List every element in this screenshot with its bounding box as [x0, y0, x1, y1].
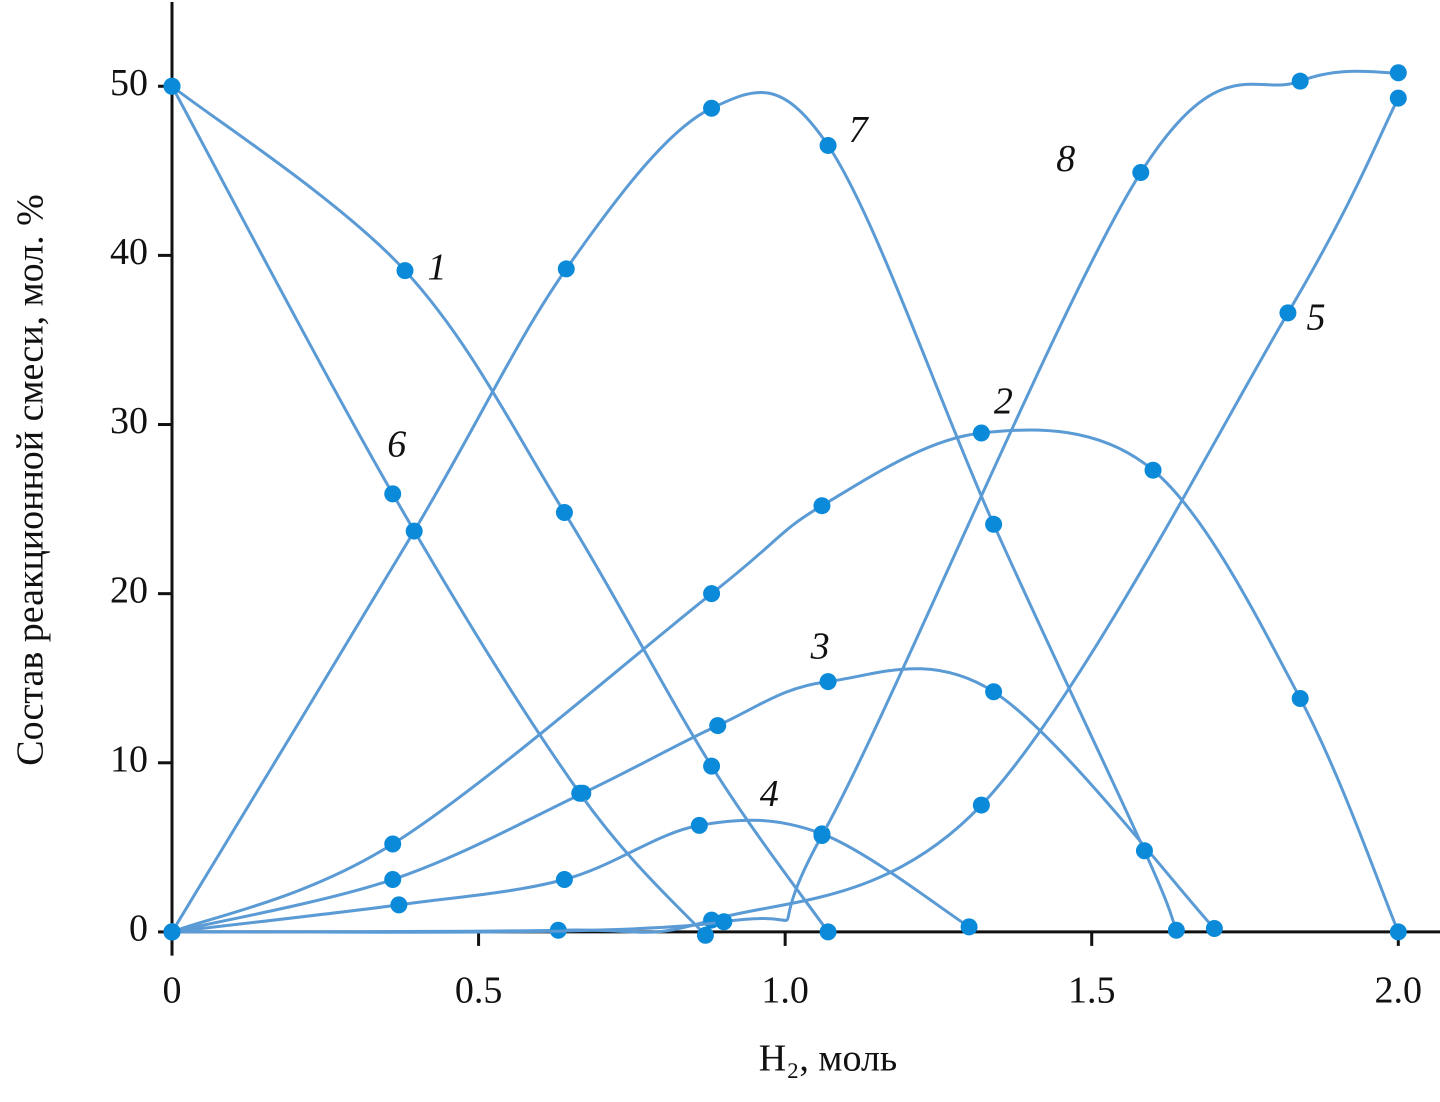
data-point [555, 503, 573, 521]
data-point [384, 485, 402, 503]
data-point [696, 926, 714, 944]
data-point [557, 260, 575, 278]
x-axis-label: H₂, моль [759, 1038, 898, 1080]
series-line [171, 69, 1399, 934]
data-point [1389, 923, 1407, 941]
y-tick-label: 50 [110, 62, 148, 104]
x-tick-label: 1.0 [761, 970, 809, 1012]
data-point [703, 99, 721, 117]
y-tick-label: 40 [110, 231, 148, 273]
data-point [396, 262, 414, 280]
y-tick-label: 0 [129, 908, 148, 950]
data-point [709, 717, 727, 735]
data-point [703, 757, 721, 775]
data-point [715, 913, 733, 931]
data-point [690, 816, 708, 834]
series-line [171, 818, 970, 934]
x-tick-label: 0 [163, 970, 182, 1012]
data-point [819, 673, 837, 691]
data-point [1291, 72, 1309, 90]
data-point [1167, 921, 1185, 939]
data-point [1389, 89, 1407, 107]
data-point [813, 497, 831, 515]
series-label: 7 [849, 109, 870, 151]
x-tick-label: 2.0 [1375, 970, 1423, 1012]
data-point [819, 923, 837, 941]
data-point [1144, 461, 1162, 479]
data-point [1205, 920, 1223, 938]
y-tick-label: 20 [110, 569, 148, 611]
data-point [390, 896, 408, 914]
data-point [813, 827, 831, 845]
data-point [1135, 842, 1153, 860]
data-point [985, 683, 1003, 701]
series-label: 1 [427, 246, 446, 288]
data-point [960, 918, 978, 936]
data-point [819, 136, 837, 154]
data-point [1389, 64, 1407, 82]
data-point [985, 515, 1003, 533]
data-point [972, 796, 990, 814]
series-line [171, 85, 830, 933]
series-line [170, 91, 1178, 933]
series-label: 4 [760, 773, 779, 815]
x-tick-label: 0.5 [455, 970, 503, 1012]
data-point [1279, 304, 1297, 322]
series-line [171, 667, 1216, 934]
data-point [703, 585, 721, 603]
data-point [163, 77, 181, 95]
data-point [555, 870, 573, 888]
data-point [163, 923, 181, 941]
y-axis-label: Состав реакционной смеси, мол. % [10, 194, 52, 765]
series-label: 5 [1306, 297, 1325, 339]
x-tick-label: 1.5 [1068, 970, 1116, 1012]
data-point [384, 870, 402, 888]
y-tick-label: 30 [110, 400, 148, 442]
data-point [384, 835, 402, 853]
data-point [1291, 690, 1309, 708]
series-label: 6 [387, 424, 406, 466]
data-point [405, 522, 423, 540]
series-label: 2 [994, 381, 1013, 423]
data-point [972, 424, 990, 442]
series-label: 8 [1056, 138, 1075, 180]
series-line [170, 85, 707, 937]
y-tick-label: 10 [110, 739, 148, 781]
series-label: 3 [810, 625, 830, 667]
data-point [1132, 164, 1150, 182]
series-line [171, 428, 1400, 934]
data-point [571, 784, 589, 802]
